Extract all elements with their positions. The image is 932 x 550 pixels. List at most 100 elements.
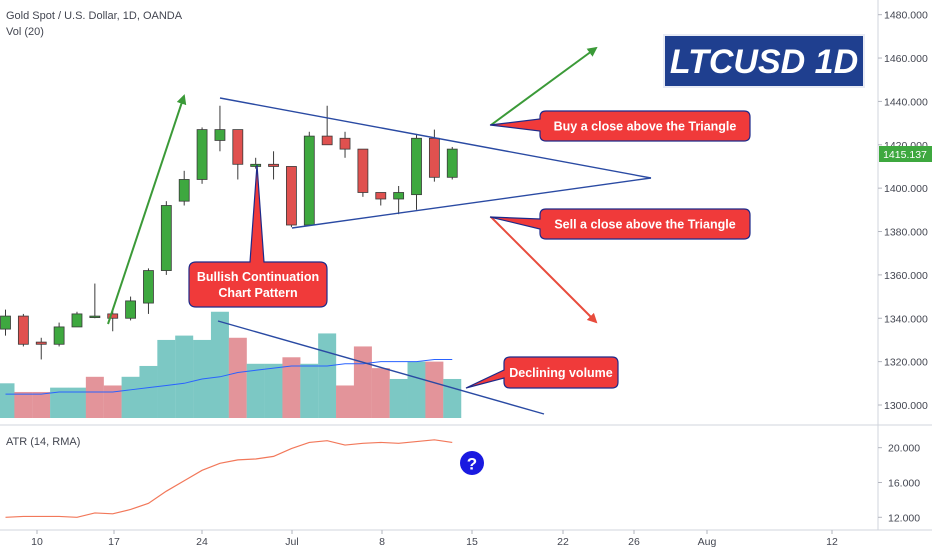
symbol-title: Gold Spot / U.S. Dollar, 1D, OANDA xyxy=(6,10,183,22)
buy-callout: Buy a close above the Triangle xyxy=(489,110,751,142)
candle xyxy=(125,296,136,321)
price-tick-label: 1460.000 xyxy=(884,53,928,65)
sell-callout: Sell a close above the Triangle xyxy=(489,208,751,240)
price-tick-label: 1340.000 xyxy=(884,313,928,325)
volume-bar xyxy=(175,335,194,418)
breakout-up-arrow xyxy=(490,46,598,126)
candle xyxy=(446,146,458,180)
price-tick-label: 1300.000 xyxy=(884,400,928,412)
candle xyxy=(160,201,172,275)
pattern-callout: Bullish Continuation Chart Pattern xyxy=(188,164,328,308)
volume-bars xyxy=(0,311,462,418)
volume-bar xyxy=(282,357,301,418)
price-tick-label: 1480.000 xyxy=(884,10,928,22)
candle xyxy=(35,337,47,360)
time-tick-label: 17 xyxy=(108,536,120,548)
volume-bar xyxy=(389,378,408,418)
time-tick-label: 8 xyxy=(379,536,385,548)
candle xyxy=(286,166,297,228)
volume-bar xyxy=(157,339,176,418)
volume-bar xyxy=(443,378,462,418)
candlesticks xyxy=(0,105,458,360)
buy-callout-text: Buy a close above the Triangle xyxy=(554,120,737,134)
volume-bar xyxy=(121,376,140,418)
volume-bar xyxy=(353,346,372,418)
candle xyxy=(143,268,154,314)
sell-callout-text: Sell a close above the Triangle xyxy=(554,218,735,232)
price-tick-label: 1380.000 xyxy=(884,227,928,239)
atr-tick-label: 20.000 xyxy=(888,443,920,455)
candle xyxy=(411,133,422,210)
ticker-badge: LTCUSD 1D xyxy=(663,34,865,88)
candle xyxy=(339,131,351,158)
candle xyxy=(321,105,333,146)
candle xyxy=(107,309,119,332)
volume-bar xyxy=(50,387,69,418)
candle xyxy=(393,185,405,215)
time-tick-label: 24 xyxy=(196,536,208,548)
question-icon: ? xyxy=(460,451,484,475)
time-tick-label: 10 xyxy=(31,536,43,548)
time-axis-labels: 10 17 24 Jul 8 15 22 26 Aug 12 xyxy=(31,530,838,548)
ticker-badge-text: LTCUSD 1D xyxy=(670,43,858,81)
price-tick-label: 1360.000 xyxy=(884,270,928,282)
time-tick-label: Aug xyxy=(698,536,717,548)
candle xyxy=(178,170,190,206)
volume-bar xyxy=(246,363,265,418)
uptrend-arrow xyxy=(107,94,187,325)
atr-indicator-label: ATR (14, RMA) xyxy=(6,436,81,448)
price-tick-label: 1400.000 xyxy=(884,183,928,195)
volume-bar xyxy=(14,391,33,418)
volume-bar xyxy=(228,337,247,418)
time-tick-label: 15 xyxy=(466,536,478,548)
candle xyxy=(71,311,83,328)
candle xyxy=(89,283,101,319)
time-tick-label: 12 xyxy=(826,536,838,548)
pattern-callout-line2: Chart Pattern xyxy=(218,286,297,300)
pattern-callout-line1: Bullish Continuation xyxy=(197,270,319,284)
atr-axis-labels: 12.000 16.000 20.000 xyxy=(878,443,920,524)
volume-bar xyxy=(318,333,337,418)
candle xyxy=(268,151,279,180)
candle xyxy=(357,148,369,197)
atr-tick-label: 16.000 xyxy=(888,477,920,489)
volume-callout-text: Declining volume xyxy=(509,366,613,380)
volume-trend-line xyxy=(217,320,545,415)
volume-callout: Declining volume xyxy=(465,356,619,389)
symmetrical-triangle xyxy=(219,97,652,229)
candle xyxy=(250,157,262,169)
volume-bar xyxy=(139,365,158,418)
price-tick-label: 1320.000 xyxy=(884,357,928,369)
volume-bar xyxy=(264,363,283,418)
breakdown-arrow xyxy=(490,216,598,324)
volume-bar xyxy=(407,361,426,418)
volume-bar xyxy=(425,361,444,418)
svg-text:?: ? xyxy=(467,455,477,474)
candle xyxy=(375,192,387,206)
time-tick-label: 26 xyxy=(628,536,640,548)
atr-tick-label: 12.000 xyxy=(888,512,920,524)
volume-ma-line xyxy=(5,358,453,395)
candle xyxy=(196,127,208,184)
volume-bar xyxy=(210,311,229,418)
candle xyxy=(0,309,11,336)
time-tick-label: 22 xyxy=(557,536,569,548)
candle xyxy=(232,129,244,180)
candle xyxy=(214,105,226,152)
volume-bar xyxy=(67,387,86,418)
volume-bar xyxy=(32,391,51,418)
price-axis-labels: 1300.000 1320.000 1340.000 1360.000 1380.000… xyxy=(878,10,928,412)
candle xyxy=(53,322,65,347)
volume-indicator-label: Vol (20) xyxy=(6,26,44,38)
volume-bar xyxy=(103,385,122,418)
candle xyxy=(303,131,315,226)
volume-bar xyxy=(336,385,355,418)
candle xyxy=(17,313,29,347)
volume-bar xyxy=(0,383,15,418)
last-price-tag: 1415.137 xyxy=(879,146,932,162)
last-price-text: 1415.137 xyxy=(883,149,927,161)
atr-line xyxy=(5,439,453,518)
price-tick-label: 1440.000 xyxy=(884,96,928,108)
volume-bar xyxy=(371,368,390,418)
